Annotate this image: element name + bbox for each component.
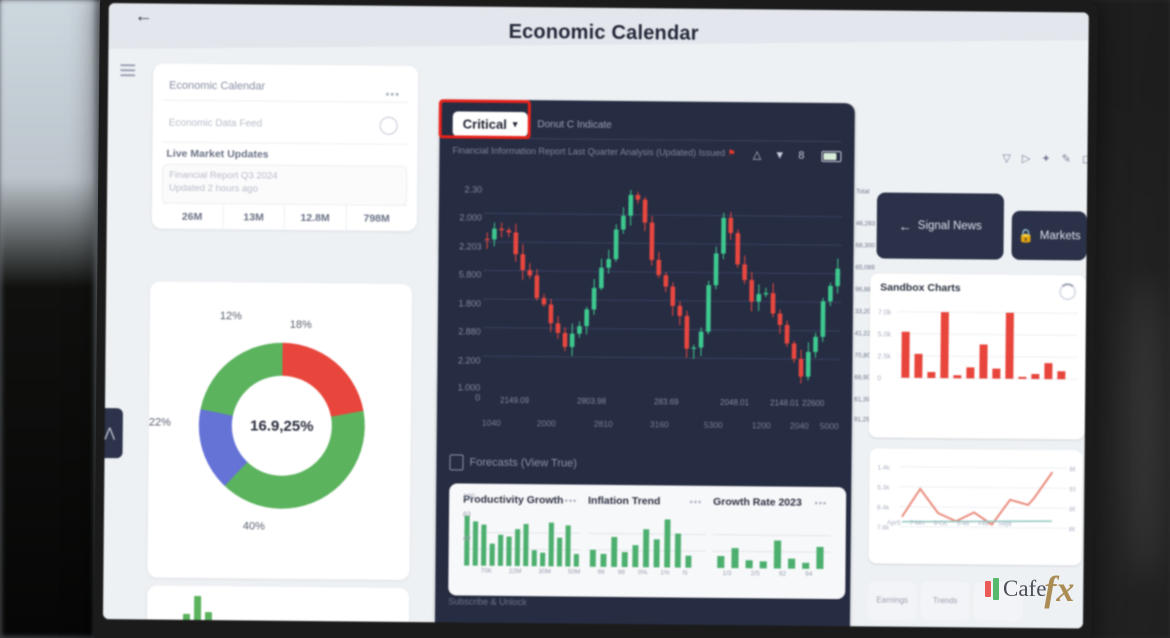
svg-text:86m: 86m: [1069, 526, 1076, 533]
svg-text:2.5k: 2.5k: [877, 353, 891, 360]
svg-text:0: 0: [877, 375, 881, 382]
svg-text:1.4k: 1.4k: [877, 464, 890, 471]
svg-text:86m: 86m: [1069, 466, 1075, 473]
svg-text:5.0k: 5.0k: [878, 331, 892, 338]
svg-text:8.4k: 8.4k: [877, 504, 890, 511]
svg-text:5.3k: 5.3k: [877, 484, 890, 491]
svg-text:91m: 91m: [1069, 486, 1075, 493]
svg-text:86m: 86m: [1069, 506, 1076, 513]
svg-text:7.0k: 7.0k: [878, 309, 892, 316]
